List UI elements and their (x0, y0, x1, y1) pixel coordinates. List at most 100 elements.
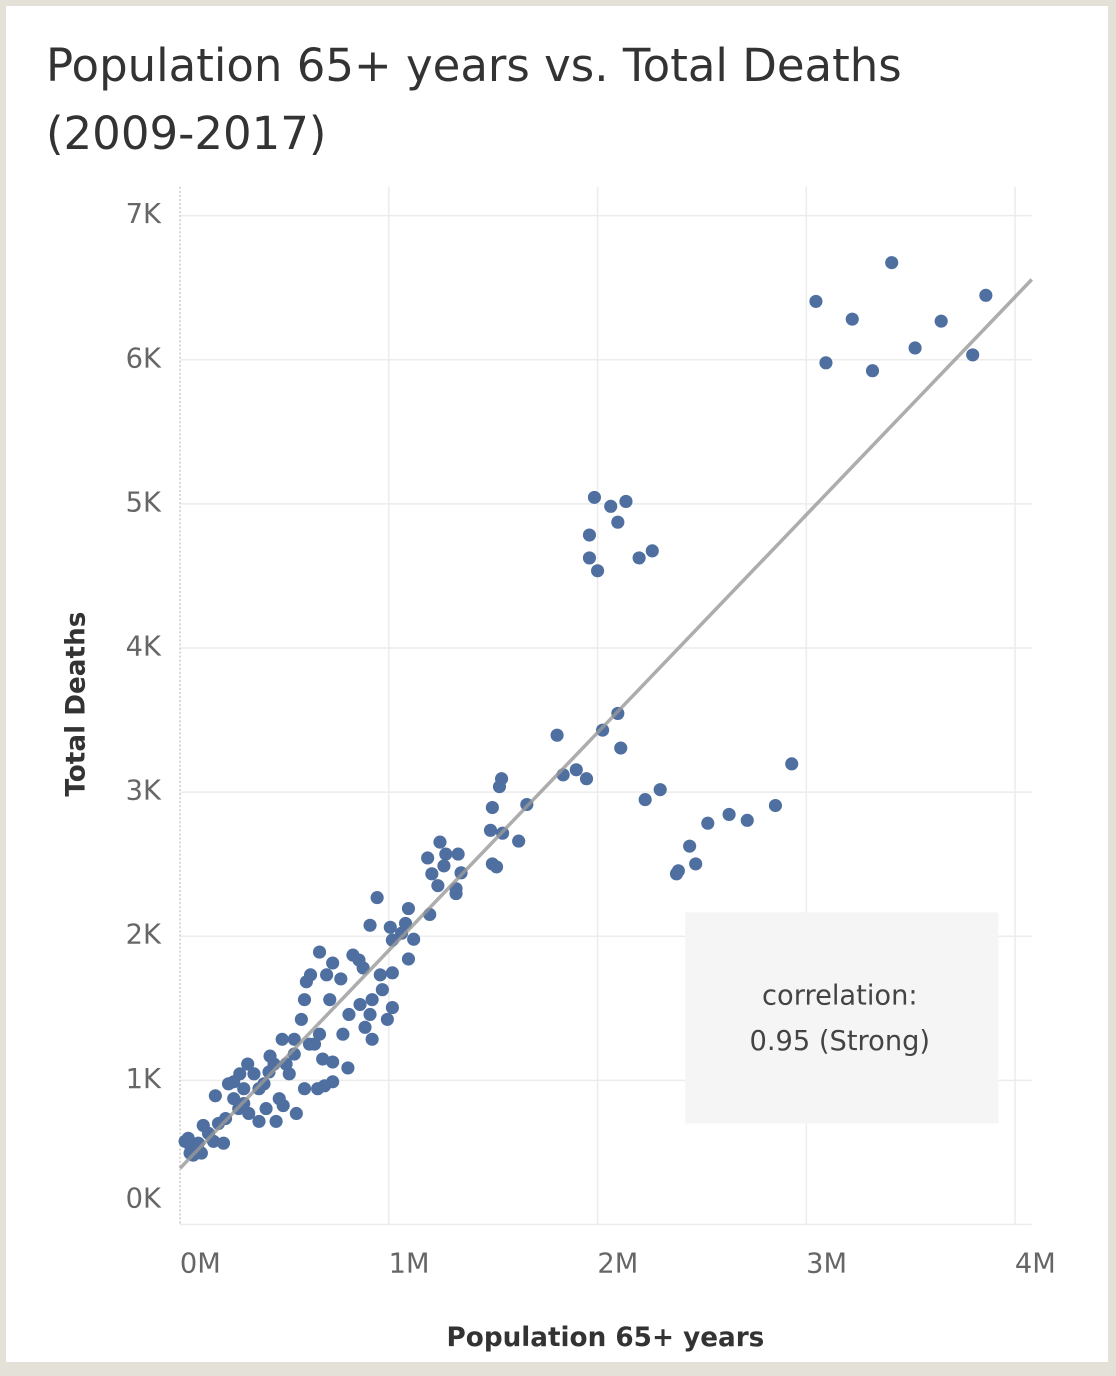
point (611, 515, 625, 529)
point (683, 839, 697, 853)
point (908, 341, 922, 355)
point (394, 926, 409, 940)
point (363, 1007, 377, 1022)
point (326, 1055, 340, 1069)
point (252, 1114, 266, 1128)
point (740, 813, 754, 827)
point (604, 499, 618, 513)
point (358, 1020, 372, 1034)
point (252, 1082, 266, 1096)
point (885, 256, 899, 270)
point (242, 1106, 256, 1121)
point (587, 490, 602, 504)
point (353, 997, 367, 1012)
point (380, 1012, 394, 1026)
point (489, 860, 504, 874)
point (492, 780, 507, 794)
point (326, 956, 340, 970)
chart: correlation: 0.95 (Strong) Population 65… (62, 186, 1056, 1353)
point (401, 901, 416, 916)
point (237, 1082, 251, 1096)
point (356, 961, 370, 975)
x-tick-label: 1M (389, 1248, 430, 1279)
point (334, 972, 348, 986)
point (979, 288, 993, 302)
annotation-box (685, 912, 999, 1124)
trend-line (178, 278, 1034, 1170)
annotation: correlation: (762, 981, 918, 1012)
point (614, 741, 628, 755)
point (312, 945, 327, 959)
page-frame: correlation: 0.95 (Strong) Population 65… (6, 6, 1108, 1362)
point (241, 1057, 255, 1071)
y-tick-label: 3K (126, 776, 162, 807)
point (363, 918, 377, 932)
point (375, 983, 389, 997)
point (865, 364, 880, 378)
point (341, 1061, 355, 1075)
y-tick-label: 6K (126, 343, 162, 374)
point (365, 993, 379, 1007)
point (669, 867, 684, 881)
y-tick-label: 2K (126, 920, 162, 951)
point (701, 816, 715, 830)
point (819, 356, 833, 370)
point (845, 312, 859, 326)
point (303, 968, 318, 982)
point (689, 857, 703, 871)
point (809, 294, 823, 308)
point (401, 952, 416, 966)
point (582, 551, 597, 565)
point (383, 920, 397, 934)
point (227, 1092, 241, 1106)
point (966, 348, 980, 362)
point (307, 1037, 322, 1051)
point (247, 1067, 261, 1081)
point (326, 1075, 340, 1089)
point (407, 932, 421, 946)
y-tick-label: 4K (126, 632, 162, 663)
point (439, 847, 453, 861)
point (768, 798, 783, 813)
point (289, 1106, 303, 1121)
point (275, 1032, 289, 1046)
point (178, 1134, 192, 1148)
x-tick-label: 3M (806, 1248, 847, 1279)
point (365, 1032, 379, 1046)
chart-title: Population 65+ years vs. Total Deaths (2… (46, 39, 902, 160)
point (431, 879, 445, 893)
point (638, 793, 652, 807)
y-axis-label: Total Deaths (62, 612, 92, 797)
point (451, 847, 465, 861)
point (316, 1052, 330, 1066)
point (323, 993, 337, 1007)
point (320, 968, 334, 982)
point (216, 1136, 231, 1150)
x-tick-label: 4M (1015, 1248, 1056, 1279)
point (385, 1000, 399, 1015)
point (297, 993, 312, 1007)
point (632, 551, 646, 565)
x-axis-label: Population 65+ years (447, 1323, 765, 1353)
point (297, 1082, 312, 1096)
point (483, 823, 498, 837)
point (294, 1012, 308, 1026)
point (269, 1114, 283, 1128)
point (259, 1102, 273, 1116)
point (785, 757, 799, 771)
y-tick-label: 1K (126, 1064, 162, 1095)
point (485, 800, 499, 815)
point (591, 564, 605, 578)
point (421, 851, 435, 865)
point (208, 1089, 222, 1103)
point (373, 968, 387, 982)
point (336, 1027, 350, 1041)
point (433, 835, 447, 849)
y-tick-label: 5K (126, 487, 162, 518)
point (449, 887, 463, 901)
point (934, 314, 948, 328)
point (342, 1007, 356, 1022)
point (653, 783, 667, 797)
point (276, 1098, 290, 1113)
point (437, 859, 451, 873)
